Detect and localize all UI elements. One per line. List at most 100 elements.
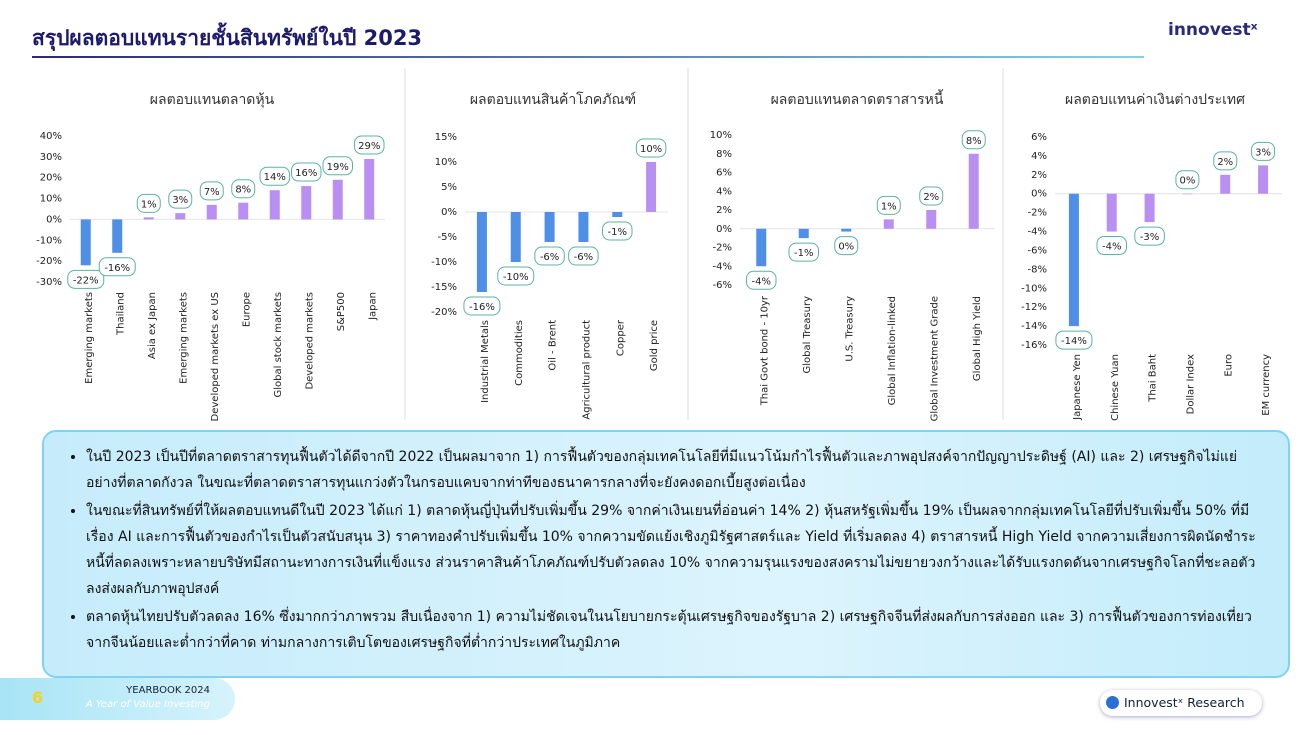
bar — [269, 190, 280, 220]
value-label: 2% — [1217, 157, 1233, 168]
x-tick-label: Chinese Yuan — [1110, 354, 1121, 421]
y-tick-label: -4% — [713, 261, 732, 272]
value-label-box — [1096, 236, 1127, 256]
y-tick-label: 10% — [710, 130, 732, 141]
value-label: -22% — [73, 275, 99, 286]
y-tick-label: 0% — [46, 214, 62, 225]
y-tick-label: 0% — [1031, 189, 1047, 200]
y-tick-label: -16% — [1021, 340, 1047, 351]
y-tick-label: 10% — [435, 157, 457, 168]
bar — [175, 213, 186, 220]
value-label-box — [568, 246, 599, 266]
bar — [612, 212, 623, 217]
y-tick-label: 4% — [1031, 151, 1047, 162]
y-tick-label: 8% — [716, 149, 732, 160]
y-tick-label: 4% — [716, 186, 732, 197]
y-tick-label: -20% — [36, 256, 62, 267]
value-label-box — [961, 130, 986, 150]
bar — [926, 210, 937, 229]
x-tick-label: Japanese Yen — [1072, 354, 1083, 421]
value-label-box — [1213, 151, 1238, 171]
chart-title: ผลตอบแทนตลาดตราสารหนี้ — [771, 89, 944, 108]
y-tick-label: -4% — [1028, 227, 1047, 238]
value-label: -4% — [752, 276, 771, 287]
x-tick-label: Thai Govt bond - 10yr — [759, 295, 770, 406]
page-title: สรุปผลตอบแทนรายชั้นสินทรัพย์ในปี 2023 — [32, 26, 423, 50]
value-label-box — [291, 162, 322, 182]
value-label-box — [168, 189, 193, 209]
value-label: -16% — [104, 263, 130, 274]
bar — [510, 212, 521, 262]
value-label-box — [98, 257, 136, 277]
value-label: 0% — [1179, 176, 1195, 187]
x-tick-label: Japan — [367, 292, 378, 321]
value-label-box — [136, 193, 161, 213]
y-tick-label: -12% — [1021, 302, 1047, 313]
y-tick-label: 10% — [40, 194, 62, 205]
value-label-box — [876, 195, 901, 215]
value-label-box — [635, 138, 667, 158]
value-label-box — [602, 221, 633, 241]
y-tick-label: -6% — [1028, 245, 1047, 256]
value-label: -3% — [1140, 232, 1159, 243]
summary-box: ในปี 2023 เป็นปีที่ตลาดตราสารทุนฟื้นตัวไ… — [42, 430, 1290, 678]
value-label: 1% — [881, 201, 897, 212]
value-label: -16% — [469, 302, 495, 313]
value-label-box — [463, 296, 501, 316]
x-tick-label: Agricultural product — [581, 320, 592, 420]
value-label: -10% — [503, 272, 529, 283]
x-tick-label: Euro — [1223, 354, 1234, 377]
summary-list: ในปี 2023 เป็นปีที่ตลาดตราสารทุนฟื้นตัวไ… — [58, 444, 1268, 656]
bar — [646, 162, 657, 212]
x-tick-label: Asia ex Japan — [147, 292, 158, 359]
x-tick-label: Commodities — [514, 320, 525, 386]
charts: ผลตอบแทนตลาดหุ้น -30% -20% -10% 0% 10% 20% 30% 4… — [36, 68, 1282, 421]
value-label: 7% — [204, 187, 220, 198]
x-tick-label: Developed markets ex US — [210, 292, 221, 421]
y-tick-label: 30% — [40, 152, 62, 163]
value-label-box — [322, 156, 353, 176]
y-tick-label: -14% — [1021, 321, 1047, 332]
value-label: 8% — [235, 185, 251, 196]
value-label: 3% — [1255, 147, 1271, 158]
y-tick-label: 2% — [1031, 170, 1047, 181]
value-label: 1% — [141, 199, 157, 210]
value-label: 8% — [966, 136, 982, 147]
value-label-box — [231, 179, 256, 199]
x-tick-label: EM currency — [1261, 354, 1272, 416]
bar — [841, 228, 852, 232]
y-tick-label: 6% — [716, 168, 732, 179]
bar — [206, 204, 217, 220]
value-label: -6% — [574, 252, 593, 263]
tagline: A Year of Value Investing — [85, 699, 210, 710]
value-label-box — [199, 181, 224, 201]
bar — [756, 228, 767, 267]
bar — [544, 212, 555, 242]
y-tick-label: 0% — [716, 224, 732, 235]
y-tick-label: 2% — [716, 205, 732, 216]
y-tick-label: -2% — [713, 243, 732, 254]
value-label-box — [788, 242, 819, 262]
brand: Innovestˣ Research — [1100, 690, 1262, 716]
y-tick-label: -6% — [713, 280, 732, 291]
y-tick-label: -5% — [438, 232, 457, 243]
bar — [1144, 193, 1155, 223]
value-label-box — [354, 135, 385, 155]
x-tick-label: Developed markets — [304, 292, 315, 390]
value-label: 2% — [923, 192, 939, 203]
y-tick-label: 15% — [435, 132, 457, 143]
bar — [112, 219, 123, 253]
y-tick-label: -15% — [431, 282, 457, 293]
footer-pill — [0, 678, 235, 720]
x-tick-label: U.S. Treasury — [844, 296, 855, 362]
value-label-box — [1134, 226, 1165, 246]
value-label: 3% — [172, 195, 188, 206]
value-label: 29% — [358, 141, 380, 152]
y-tick-label: -2% — [1028, 208, 1047, 219]
y-tick-label: 40% — [40, 131, 62, 142]
x-tick-label: Global Inflation-linked — [887, 296, 898, 405]
value-label: 19% — [327, 162, 349, 173]
value-label-box — [919, 186, 944, 206]
bar — [1182, 193, 1193, 195]
